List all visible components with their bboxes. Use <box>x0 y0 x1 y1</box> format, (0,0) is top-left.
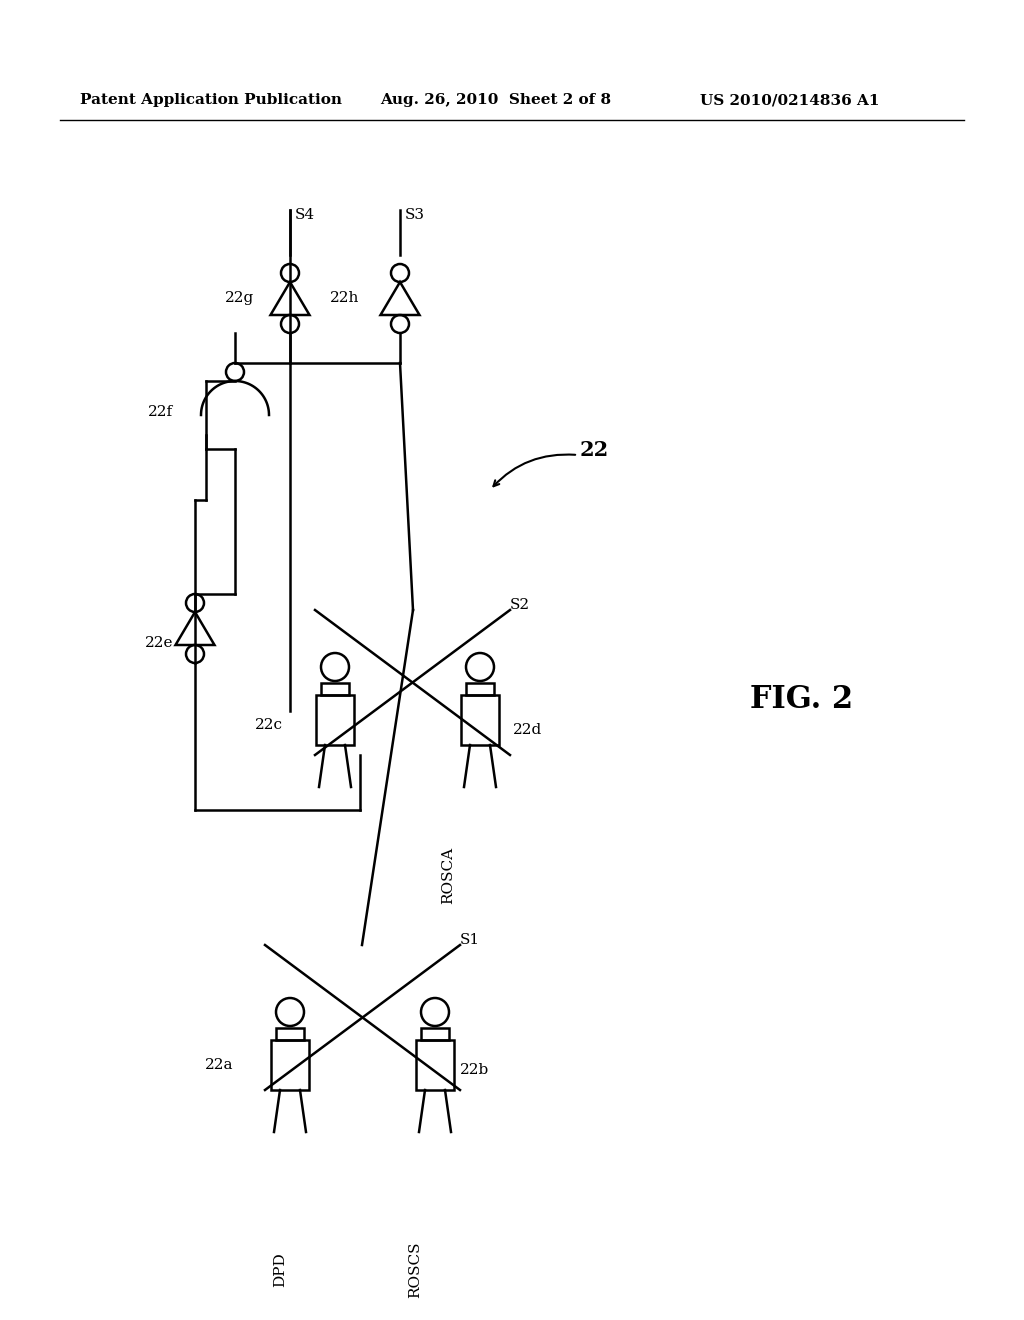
Bar <box>421 1028 449 1040</box>
Text: 22a: 22a <box>205 1059 233 1072</box>
Bar <box>276 1028 304 1040</box>
Text: 22c: 22c <box>255 718 283 733</box>
Text: US 2010/0214836 A1: US 2010/0214836 A1 <box>700 92 880 107</box>
Text: S4: S4 <box>295 209 315 222</box>
Bar <box>316 696 354 744</box>
Text: 22b: 22b <box>460 1063 489 1077</box>
Text: 22d: 22d <box>513 723 543 737</box>
Text: S2: S2 <box>510 598 530 612</box>
Text: S3: S3 <box>406 209 425 222</box>
Text: ROSCS: ROSCS <box>408 1242 422 1299</box>
Text: 22: 22 <box>580 440 609 459</box>
Bar <box>466 682 494 696</box>
Text: 22f: 22f <box>148 405 173 418</box>
Text: FIG. 2: FIG. 2 <box>750 685 853 715</box>
Text: DPD: DPD <box>273 1253 287 1287</box>
Text: 22e: 22e <box>145 636 173 649</box>
Bar <box>271 1040 309 1090</box>
Bar <box>416 1040 454 1090</box>
Bar <box>461 696 499 744</box>
Text: S1: S1 <box>460 933 480 946</box>
Text: Aug. 26, 2010  Sheet 2 of 8: Aug. 26, 2010 Sheet 2 of 8 <box>380 92 611 107</box>
Bar <box>321 682 349 696</box>
Text: Patent Application Publication: Patent Application Publication <box>80 92 342 107</box>
Text: 22h: 22h <box>330 290 359 305</box>
Text: ROSCA: ROSCA <box>441 846 455 904</box>
Text: 22g: 22g <box>225 290 254 305</box>
